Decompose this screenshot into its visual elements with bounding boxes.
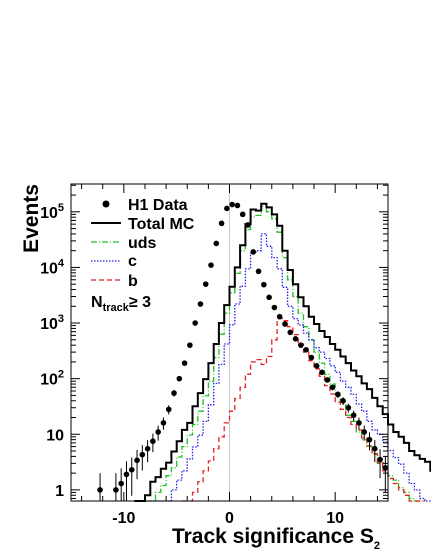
data-point [113,487,119,493]
data-point [202,281,209,287]
data-point [340,397,346,404]
legend-label-data: H1 Data [128,197,188,214]
data-point [361,429,368,435]
series-b-histogram [181,317,425,502]
y-tick-label: 10 [46,427,64,444]
data-point [313,363,320,369]
data-point [356,420,362,426]
data-point [224,205,230,212]
data-point [97,487,103,493]
data-point [234,202,241,209]
x-axis-title: Track significance S2 [172,525,380,552]
legend: H1 Data Total MC uds c b [91,197,195,290]
data-point [245,222,251,228]
legend-label-total-mc: Total MC [128,216,195,233]
data-point [229,201,235,208]
data-point [276,313,283,320]
data-point [287,329,294,336]
data-point [160,420,167,426]
data-point [239,211,246,218]
data-point [345,404,352,411]
axes: -10 0 10 1 10 102 103 104 105 [40,184,388,527]
data-point [371,445,378,452]
y-tick-label: 105 [40,202,64,222]
data-point [350,412,357,419]
data-point [197,301,204,307]
y-tick-label: 104 [40,257,65,277]
data-point [303,347,309,353]
data-point [271,304,278,311]
y-tick-label: 102 [40,369,64,389]
data-point [155,429,161,435]
data-point [377,456,383,463]
data-point [250,249,257,255]
y-tick-label: 103 [40,313,64,333]
y-axis-title: Events [20,184,43,253]
data-point [218,220,225,227]
data-point [150,438,156,445]
data-point [329,384,336,391]
data-point [292,336,299,342]
data-point [308,354,315,361]
ntrack-annotation: Ntrack≥ 3 [91,294,151,314]
plot-area [97,184,431,502]
data-point [165,406,172,413]
data-point [382,464,389,471]
data-point [128,466,135,473]
series-total-mc-histogram [134,202,431,502]
legend-label-b: b [128,273,138,290]
legend-label-c: c [128,253,137,270]
data-point [123,471,130,478]
data-point [261,281,267,288]
data-point [208,262,214,268]
legend-marker-data [102,200,110,208]
data-point [266,294,272,301]
x-tick-label: -10 [112,510,135,527]
y-tick-label: 1 [55,483,64,500]
data-point [171,390,177,396]
x-tick-label: 0 [225,510,234,527]
data-point [187,342,193,348]
x-tick-label: 10 [326,510,344,527]
data-point [192,320,198,326]
data-point [255,268,262,275]
data-point [298,342,304,348]
data-point [366,436,373,443]
data-point [335,391,341,398]
series-c-histogram [150,233,431,502]
data-point [319,369,325,376]
data-point [139,451,146,458]
data-point [118,480,124,487]
data-point [176,375,183,382]
data-point [324,377,331,383]
data-point [282,321,288,327]
data-point [134,457,140,464]
legend-label-uds: uds [128,235,157,252]
data-point [213,240,220,247]
data-point [181,360,188,366]
data-point [144,445,151,452]
